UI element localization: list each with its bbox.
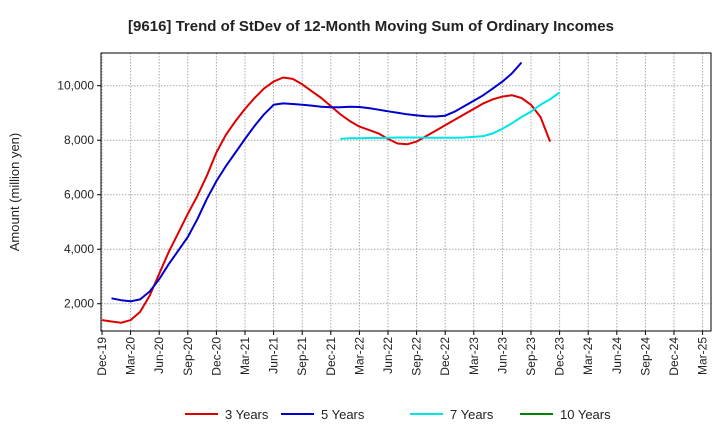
- chart-title: [9616] Trend of StDev of 12-Month Moving…: [128, 18, 614, 35]
- x-tick-label: Jun-22: [381, 337, 395, 374]
- y-axis-label: Amount (million yen): [7, 133, 22, 252]
- series-group: [101, 61, 561, 324]
- x-tick-label: Dec-23: [553, 337, 567, 376]
- grid: [101, 53, 711, 331]
- x-tick-label: Jun-20: [152, 337, 166, 374]
- x-tick-label: Sep-22: [410, 337, 424, 376]
- x-tick-label: Dec-20: [209, 337, 223, 376]
- x-axis: Dec-19 Mar-20 Jun-20 Sep-20 Dec-20 Mar-21 Jun-…: [95, 331, 710, 376]
- y-axis: 2,000 4,000 6,000 8,000 10,000: [57, 79, 101, 311]
- x-tick-label: Dec-21: [324, 337, 338, 376]
- x-tick-label: Dec-22: [438, 337, 452, 376]
- x-tick-label: Mar-22: [352, 337, 366, 375]
- x-tick-label: Dec-19: [95, 337, 109, 376]
- y-tick-label: 2,000: [64, 297, 94, 311]
- y-tick-label: 4,000: [64, 242, 94, 256]
- x-tick-label: Sep-24: [638, 337, 652, 376]
- plot-frame: [100, 52, 712, 332]
- legend-label: 7 Years: [450, 407, 494, 422]
- legend: 3 Years 5 Years 7 Years 10 Years: [185, 407, 611, 422]
- x-tick-label: Sep-21: [295, 337, 309, 376]
- y-tick-label: 8,000: [64, 133, 94, 147]
- x-tick-label: Mar-24: [581, 337, 595, 375]
- x-tick-label: Jun-21: [267, 337, 281, 374]
- y-tick-label: 6,000: [64, 188, 94, 202]
- y-tick-label: 10,000: [57, 79, 94, 93]
- x-tick-label: Mar-21: [238, 337, 252, 375]
- x-tick-label: Dec-24: [667, 337, 681, 376]
- x-tick-label: Mar-25: [696, 337, 710, 375]
- x-tick-label: Jun-24: [610, 337, 624, 374]
- series-line-3-years: [101, 76, 552, 324]
- x-tick-label: Sep-20: [181, 337, 195, 376]
- x-tick-label: Sep-23: [524, 337, 538, 376]
- series-line-5-years: [111, 61, 523, 303]
- x-tick-label: Mar-23: [467, 337, 481, 375]
- series-line-7-years: [340, 91, 561, 140]
- x-tick-label: Mar-20: [124, 337, 138, 375]
- legend-label: 3 Years: [225, 407, 269, 422]
- legend-label: 10 Years: [560, 407, 611, 422]
- x-tick-label: Jun-23: [495, 337, 509, 374]
- legend-label: 5 Years: [321, 407, 365, 422]
